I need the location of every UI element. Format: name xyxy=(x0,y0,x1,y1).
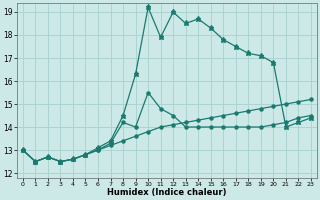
X-axis label: Humidex (Indice chaleur): Humidex (Indice chaleur) xyxy=(107,188,227,197)
